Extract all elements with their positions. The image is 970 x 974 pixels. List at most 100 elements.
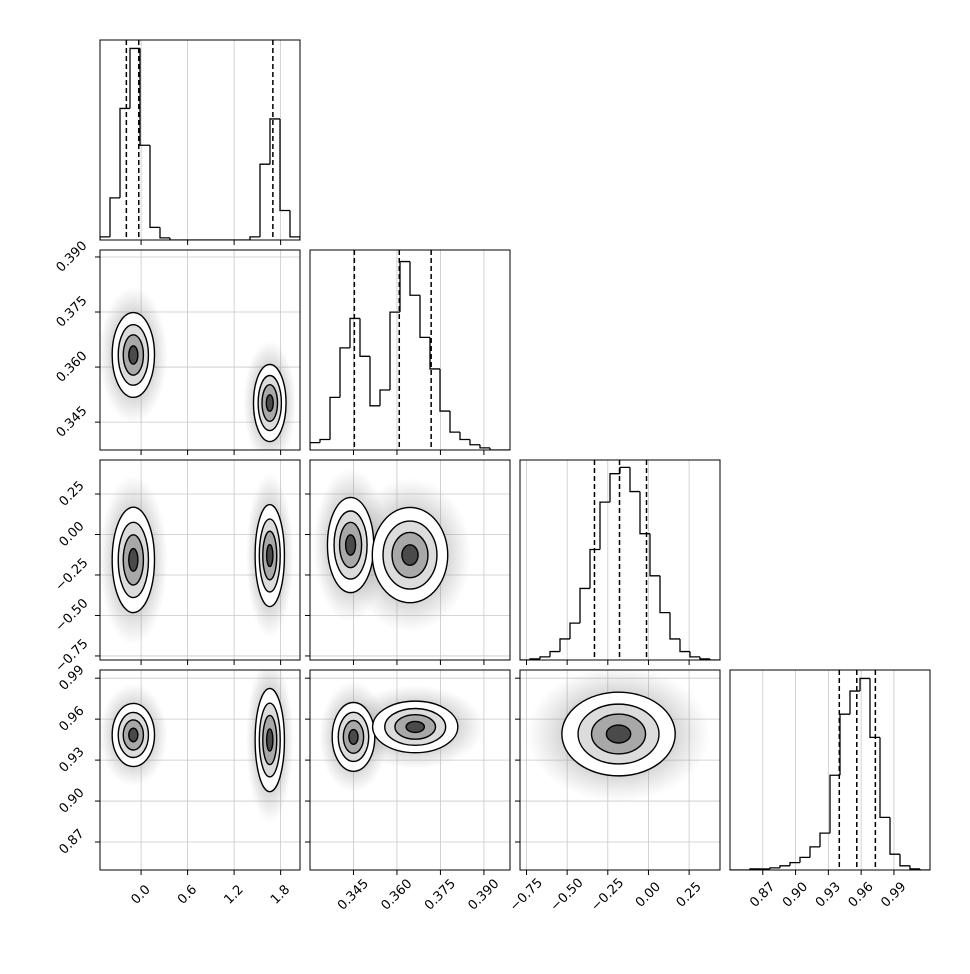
histogram-step — [539, 656, 550, 659]
density-contour — [605, 724, 632, 744]
histogram-step — [899, 854, 910, 867]
y-tick-label: 0.90 — [56, 786, 87, 817]
joint-panel — [310, 670, 510, 870]
histogram-step — [549, 650, 560, 657]
density-contour — [265, 394, 274, 412]
x-tick-label: 0.0 — [128, 882, 153, 907]
joint-panel — [100, 670, 300, 870]
x-tick-label: −0.50 — [548, 876, 587, 915]
histogram-panel — [100, 40, 300, 240]
histogram-step — [659, 575, 670, 614]
histogram-step — [379, 389, 390, 406]
histogram-step — [399, 260, 410, 313]
histogram-step — [569, 622, 580, 639]
histogram-step — [809, 846, 820, 858]
joint-panel — [310, 460, 510, 660]
x-tick-label: 0.00 — [633, 879, 664, 910]
x-tick-label: 0.99 — [878, 879, 909, 910]
histogram-step — [339, 347, 350, 398]
histogram-step — [889, 817, 900, 855]
x-tick-label: −0.75 — [507, 876, 546, 915]
y-tick-label: 0.93 — [56, 745, 87, 776]
histogram-step — [599, 501, 610, 550]
x-tick-label: 0.345 — [335, 877, 372, 914]
density-contour — [405, 720, 426, 734]
histogram-step — [459, 432, 470, 441]
histogram-step — [679, 638, 690, 653]
histogram-step — [419, 295, 430, 339]
histogram-step — [249, 236, 260, 240]
histogram-step — [469, 439, 480, 446]
histogram-step — [329, 396, 340, 440]
histogram-step — [310, 441, 320, 450]
histogram-step — [289, 210, 300, 240]
panel-frame — [99, 249, 301, 451]
panel-frame — [309, 669, 511, 871]
histogram-panel — [310, 250, 510, 450]
x-tick-label: 1.8 — [268, 882, 293, 907]
histogram-step — [149, 145, 160, 229]
density-contour — [265, 543, 274, 568]
histogram-step — [349, 317, 360, 348]
joint-panel — [520, 670, 720, 870]
histogram-step — [319, 438, 330, 443]
x-tick-label: −0.25 — [588, 876, 627, 915]
histogram-step — [699, 656, 710, 660]
y-tick-label: 0.96 — [56, 704, 87, 735]
histogram-step — [169, 237, 180, 240]
y-tick-label: −0.25 — [53, 556, 92, 595]
histogram-step — [879, 737, 890, 819]
histogram-panel — [730, 670, 930, 870]
histogram-step — [629, 467, 640, 493]
x-tick-label: 0.25 — [674, 879, 705, 910]
y-tick-label: 0.345 — [54, 404, 91, 441]
histogram-step — [119, 107, 130, 198]
histogram-step — [559, 638, 570, 652]
histogram-step — [589, 548, 600, 589]
histogram-step — [839, 713, 850, 776]
panel-frame — [99, 669, 301, 871]
histogram-step — [279, 118, 290, 212]
panel-frame — [99, 459, 301, 661]
histogram-step — [159, 227, 170, 239]
histogram-step — [609, 473, 620, 503]
histogram-step — [479, 444, 490, 449]
histogram-step — [409, 261, 420, 296]
panel-frame — [309, 249, 511, 451]
histogram-step — [869, 678, 880, 739]
panel-frame — [519, 459, 721, 661]
y-tick-label: 0.87 — [56, 826, 87, 857]
joint-panel — [100, 250, 300, 450]
histogram-step — [579, 587, 590, 624]
histogram-step — [269, 118, 280, 165]
x-tick-label: 1.2 — [221, 882, 246, 907]
x-tick-label: 0.375 — [422, 877, 459, 914]
x-tick-label: 0.87 — [747, 879, 778, 910]
histogram-step — [619, 466, 630, 474]
joint-panel — [100, 460, 300, 660]
y-tick-label: 0.00 — [56, 519, 87, 550]
x-tick-label: 0.93 — [813, 879, 844, 910]
y-tick-label: 0.390 — [54, 239, 91, 276]
x-tick-label: 0.90 — [780, 879, 811, 910]
histogram-step — [109, 197, 120, 237]
density-contour — [128, 547, 139, 572]
histogram-step — [919, 868, 930, 870]
histogram-step — [669, 612, 680, 640]
histogram-step — [769, 867, 780, 869]
density-contour — [265, 728, 274, 752]
histogram-step — [909, 865, 920, 870]
histogram-step — [129, 47, 140, 109]
y-tick-label: −0.50 — [53, 596, 92, 635]
histogram-step — [489, 447, 500, 450]
density-contour — [128, 727, 139, 743]
histogram-panel — [520, 460, 720, 660]
panel-frame — [519, 669, 721, 871]
histogram-step — [389, 311, 400, 390]
histogram-step — [859, 677, 870, 692]
histogram-step — [689, 651, 700, 658]
density-contour — [401, 544, 419, 566]
histogram-step — [259, 163, 270, 237]
y-tick-label: 0.375 — [54, 294, 91, 331]
panel-frame — [729, 669, 931, 871]
